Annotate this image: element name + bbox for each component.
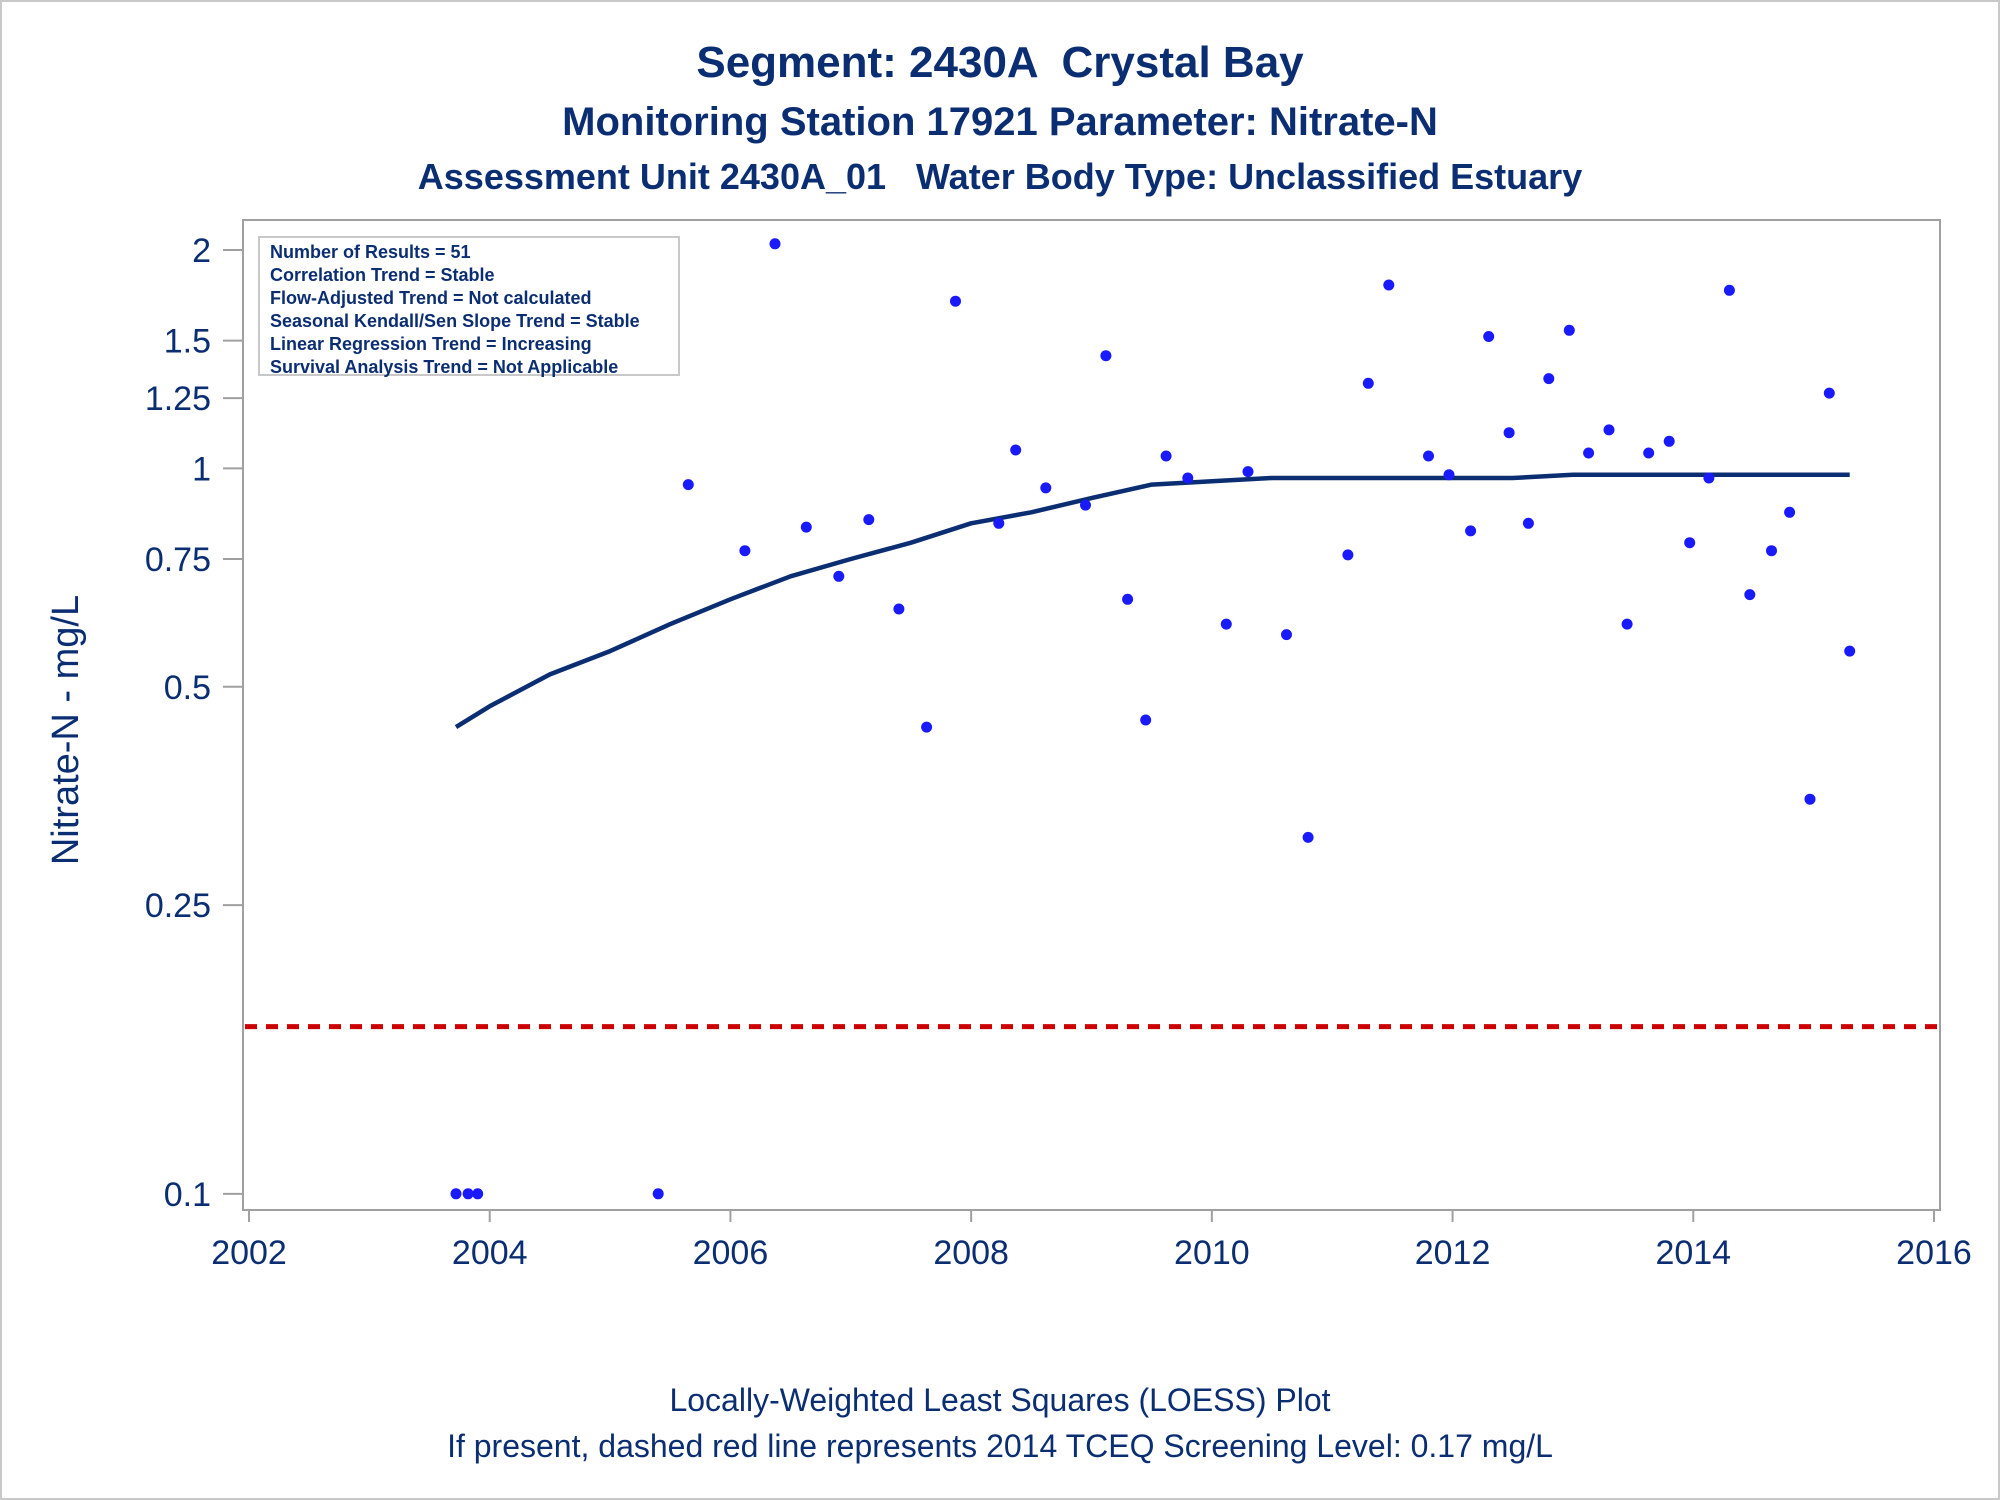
data-point: [1080, 499, 1091, 511]
data-point: [1281, 629, 1292, 641]
data-point: [1220, 618, 1232, 630]
stat-number-of-results: Number of Results = 51: [270, 242, 471, 262]
x-tick-label: 2006: [693, 1234, 769, 1272]
data-point: [1603, 424, 1615, 436]
data-point: [1362, 377, 1374, 389]
data-point: [1823, 387, 1835, 399]
data-point: [1684, 537, 1696, 549]
data-point: [1663, 435, 1675, 447]
chart-subtitle-assessment: Assessment Unit 2430A_01 Water Body Type…: [417, 156, 1583, 197]
data-point: [1040, 482, 1052, 494]
y-axis: 0.1 0.25 0.5 0.75 1 1.25 1.5 2: [145, 232, 243, 1214]
data-point: [1100, 350, 1112, 362]
data-point: [682, 479, 694, 491]
data-point: [1010, 444, 1022, 456]
data-point: [993, 517, 1005, 529]
plot-type-note: Locally-Weighted Least Squares (LOESS) P…: [669, 1382, 1331, 1418]
data-point: [1766, 545, 1777, 557]
data-point: [833, 570, 845, 582]
data-point: [1621, 618, 1633, 630]
stat-seasonal-kendall-trend: Seasonal Kendall/Sen Slope Trend = Stabl…: [270, 311, 640, 331]
plot-area: [242, 219, 1941, 1211]
y-tick-label: 1.25: [145, 380, 211, 418]
data-point: [769, 238, 781, 250]
data-point: [950, 295, 961, 307]
data-point: [1583, 447, 1595, 459]
data-point: [1522, 517, 1534, 529]
loess-line: [454, 472, 1850, 730]
stat-survival-analysis-trend: Survival Analysis Trend = Not Applicable: [270, 357, 619, 377]
data-point: [1744, 589, 1756, 601]
data-point: [1844, 645, 1856, 657]
x-tick-label: 2002: [211, 1234, 287, 1272]
data-point: [863, 514, 875, 526]
trend-statistics-box: Number of Results = 51 Correlation Trend…: [258, 236, 680, 377]
data-point: [1643, 447, 1655, 459]
loess-curve: [454, 472, 1850, 730]
stat-linear-regression-trend: Linear Regression Trend = Increasing: [270, 334, 592, 354]
y-tick-label: 2: [192, 232, 211, 270]
stat-correlation-trend: Correlation Trend = Stable: [270, 265, 495, 285]
y-tick-label: 0.25: [145, 887, 211, 925]
x-tick-label: 2014: [1655, 1234, 1731, 1272]
data-point: [1443, 469, 1455, 481]
data-point: [1723, 284, 1735, 296]
data-point: [1342, 549, 1354, 561]
x-axis: 2002 2004 2006 2008 2010 2012 2014 2016: [211, 1210, 1972, 1272]
x-tick-label: 2016: [1896, 1234, 1972, 1272]
data-point: [1182, 472, 1194, 484]
y-tick-label: 0.5: [164, 669, 211, 707]
y-tick-label: 1: [192, 450, 211, 488]
data-point: [1465, 525, 1477, 537]
data-points: [450, 238, 1856, 1200]
data-point: [450, 1188, 462, 1200]
screening-level-note: If present, dashed red line represents 2…: [447, 1428, 1553, 1464]
data-point: [1483, 331, 1495, 342]
data-point: [1703, 472, 1715, 484]
data-point: [1563, 324, 1575, 336]
data-point: [1140, 714, 1152, 726]
data-point: [1784, 506, 1796, 518]
y-tick-label: 1.5: [164, 323, 211, 361]
data-point: [1160, 450, 1172, 462]
x-tick-label: 2008: [933, 1234, 1009, 1272]
stat-flow-adjusted-trend: Flow-Adjusted Trend = Not calculated: [270, 288, 592, 308]
data-point: [1804, 793, 1816, 805]
x-tick-label: 2004: [452, 1234, 528, 1272]
data-point: [652, 1188, 664, 1200]
data-point: [921, 721, 933, 733]
data-point: [1503, 427, 1515, 439]
data-point: [1543, 373, 1555, 385]
y-axis-label: Nitrate-N - mg/L: [45, 595, 87, 865]
y-tick-label: 0.75: [145, 541, 211, 579]
data-point: [800, 521, 812, 533]
data-point: [462, 1188, 474, 1200]
x-tick-label: 2012: [1415, 1234, 1491, 1272]
data-point: [1242, 466, 1254, 478]
y-tick-label: 0.1: [164, 1176, 211, 1214]
chart-title: Segment: 2430A Crystal Bay: [696, 38, 1304, 87]
data-point: [1122, 593, 1134, 605]
data-point: [1302, 831, 1314, 843]
data-point: [472, 1188, 484, 1200]
chart-subtitle-station: Monitoring Station 17921 Parameter: Nitr…: [562, 100, 1438, 144]
x-tick-label: 2010: [1174, 1234, 1250, 1272]
data-point: [1423, 450, 1434, 462]
data-point: [739, 545, 751, 557]
data-point: [893, 603, 905, 615]
data-point: [1383, 279, 1395, 291]
